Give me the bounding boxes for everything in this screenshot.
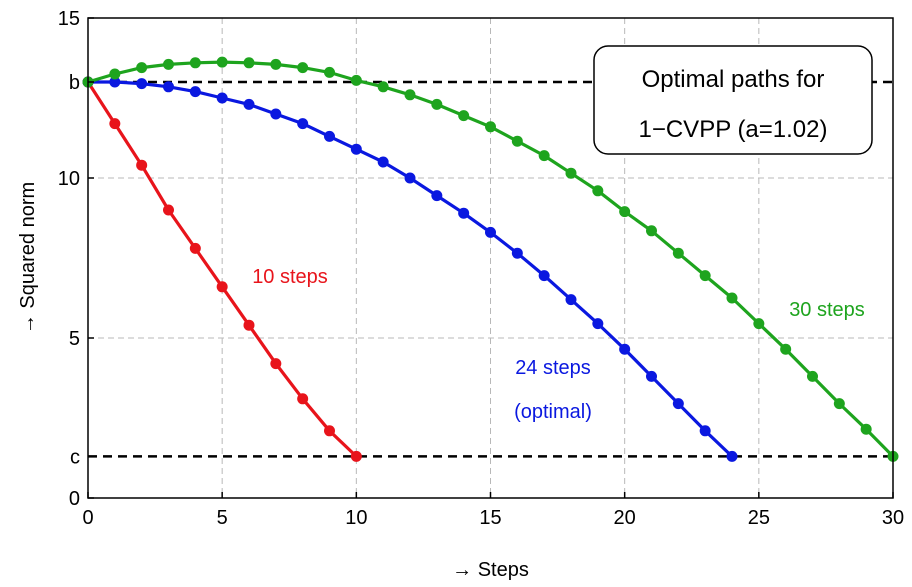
data-point bbox=[511, 135, 523, 147]
data-point bbox=[377, 81, 389, 93]
data-point bbox=[270, 108, 282, 120]
data-point bbox=[189, 242, 201, 254]
data-point bbox=[136, 159, 148, 171]
data-point bbox=[324, 425, 335, 437]
data-point bbox=[350, 450, 362, 462]
series-3 bbox=[82, 56, 899, 462]
data-point bbox=[860, 423, 872, 435]
annotation-box-line-2: 1−CVPP (a=1.02) bbox=[638, 116, 827, 143]
data-point bbox=[270, 58, 282, 70]
x-tick-label: 20 bbox=[614, 507, 636, 529]
series-layer bbox=[82, 56, 899, 462]
data-point bbox=[565, 167, 577, 179]
y-ticks: 0 c 5 10 b 15 bbox=[58, 8, 94, 510]
data-point bbox=[780, 343, 792, 355]
data-point bbox=[726, 292, 738, 304]
data-point bbox=[324, 130, 335, 142]
data-point bbox=[538, 150, 550, 162]
y-tick-label: c bbox=[70, 446, 80, 468]
x-tick-label: 10 bbox=[345, 507, 367, 529]
data-point bbox=[833, 398, 845, 410]
data-point bbox=[699, 270, 711, 282]
y-tick-label: 15 bbox=[58, 8, 80, 30]
data-point bbox=[163, 204, 174, 216]
series-label: 30 steps bbox=[789, 299, 865, 321]
data-point bbox=[619, 206, 631, 218]
data-point bbox=[538, 270, 550, 282]
data-point bbox=[726, 450, 738, 462]
x-tick-label: 15 bbox=[479, 507, 501, 529]
x-tick-label: 0 bbox=[82, 507, 93, 529]
series-1 bbox=[82, 76, 362, 462]
x-axis-label: → Steps bbox=[452, 559, 529, 581]
data-point bbox=[297, 393, 309, 405]
data-point bbox=[565, 294, 577, 306]
y-tick-label: 10 bbox=[58, 168, 80, 190]
data-point bbox=[672, 398, 684, 410]
data-point bbox=[270, 358, 282, 370]
series-2 bbox=[82, 76, 738, 462]
data-point bbox=[136, 62, 148, 74]
x-tick-label: 25 bbox=[748, 507, 770, 529]
data-point bbox=[163, 58, 174, 70]
data-point bbox=[189, 86, 201, 98]
data-point bbox=[109, 68, 121, 80]
data-point bbox=[350, 143, 362, 155]
annotation-box-line-1: Optimal paths for bbox=[642, 66, 825, 93]
data-point bbox=[592, 185, 604, 197]
data-point bbox=[109, 76, 121, 88]
data-point bbox=[753, 318, 765, 330]
y-tick-label: b bbox=[69, 72, 80, 94]
data-point bbox=[136, 78, 148, 90]
data-point bbox=[216, 92, 228, 104]
data-point bbox=[431, 98, 443, 110]
data-point bbox=[404, 89, 416, 101]
y-tick-label: 5 bbox=[69, 328, 80, 350]
annotation-box: Optimal paths for 1−CVPP (a=1.02) bbox=[593, 45, 873, 155]
data-point bbox=[216, 56, 228, 68]
data-point bbox=[189, 57, 201, 69]
y-tick-label: 0 bbox=[69, 488, 80, 510]
data-point bbox=[243, 319, 255, 331]
series-label: 10 steps bbox=[252, 266, 328, 288]
data-point bbox=[619, 343, 631, 355]
data-point bbox=[243, 57, 255, 69]
data-point bbox=[324, 66, 335, 78]
data-point bbox=[592, 318, 604, 330]
data-point bbox=[404, 172, 416, 184]
data-point bbox=[216, 281, 228, 293]
data-point bbox=[646, 225, 657, 237]
data-point bbox=[511, 247, 523, 259]
data-point bbox=[297, 62, 309, 74]
data-point bbox=[297, 118, 309, 130]
y-axis-label: → Squared norm bbox=[17, 182, 39, 334]
series-label: 24 steps bbox=[515, 357, 591, 379]
data-point bbox=[109, 118, 121, 130]
data-point bbox=[807, 370, 818, 382]
data-point bbox=[458, 207, 470, 219]
data-point bbox=[350, 74, 362, 86]
x-tick-label: 5 bbox=[217, 507, 228, 529]
data-point bbox=[485, 121, 496, 133]
data-point bbox=[458, 110, 470, 122]
annotation-box-frame bbox=[593, 45, 873, 155]
data-point bbox=[485, 226, 496, 238]
data-point bbox=[243, 98, 255, 110]
data-point bbox=[699, 425, 711, 437]
data-point bbox=[377, 156, 389, 168]
x-tick-label: 30 bbox=[882, 507, 904, 529]
data-point bbox=[431, 190, 443, 202]
data-point bbox=[672, 247, 684, 259]
data-point bbox=[646, 370, 657, 382]
x-ticks: 0 5 10 15 20 25 30 bbox=[82, 492, 904, 529]
series-labels: 10 steps 24 steps (optimal) 30 steps bbox=[252, 266, 865, 423]
series-label: (optimal) bbox=[514, 401, 592, 423]
data-point bbox=[163, 81, 174, 93]
